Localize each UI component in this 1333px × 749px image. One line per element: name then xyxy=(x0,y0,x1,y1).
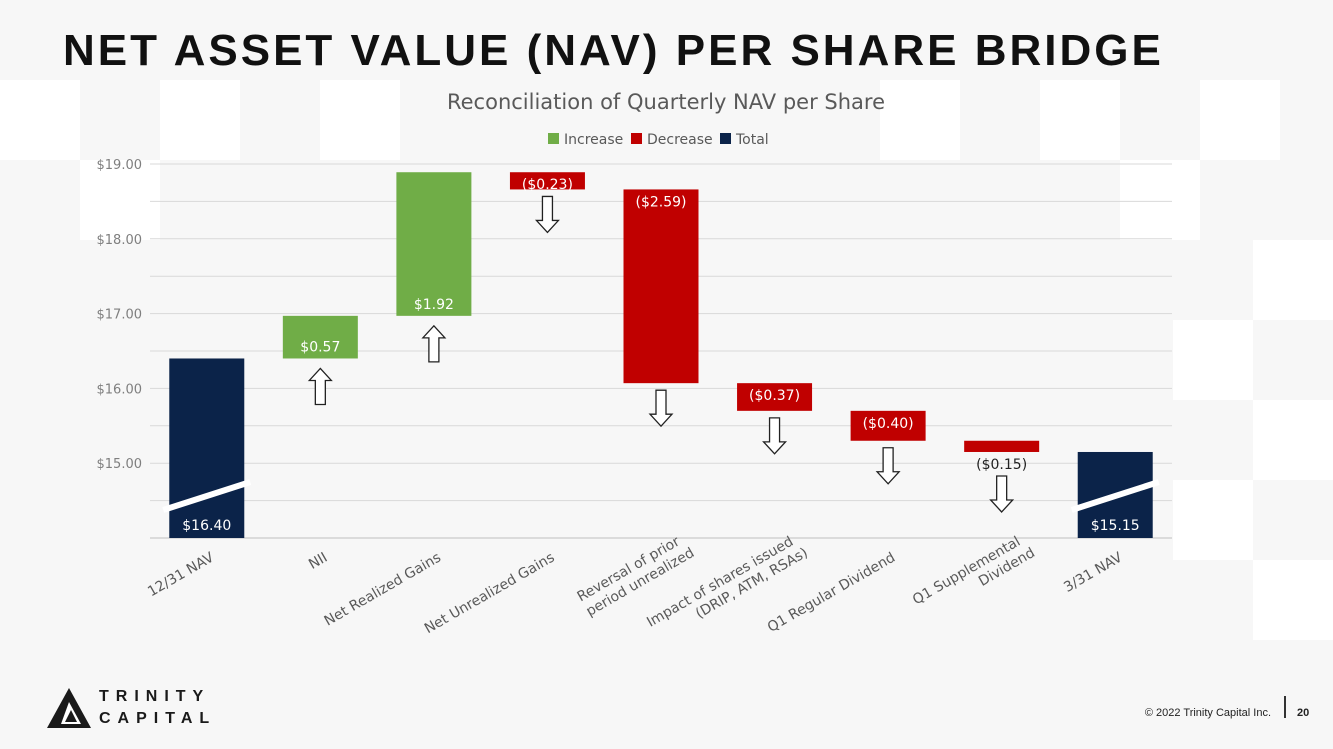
bar-4 xyxy=(509,172,585,190)
up-arrow-icon xyxy=(421,324,447,363)
x-category-label: Q1 SupplementalDividend xyxy=(910,530,1038,623)
y-tick-label: $18.00 xyxy=(97,233,143,248)
data-label-4: ($0.23) xyxy=(522,177,573,193)
axis-break-slash xyxy=(162,479,252,513)
legend-label-total: Total xyxy=(735,132,769,148)
down-arrow-icon xyxy=(534,195,560,234)
down-arrow-icon xyxy=(875,447,901,485)
bar-1 xyxy=(169,358,245,538)
legend-label-increase: Increase xyxy=(564,132,623,148)
data-label-9: $15.15 xyxy=(1091,518,1140,534)
x-category-label: 3/31 NAV xyxy=(1061,549,1125,595)
data-label-7: ($0.40) xyxy=(863,416,914,432)
logo-mark-icon xyxy=(47,688,91,728)
footer-divider xyxy=(1284,696,1286,718)
up-arrow-icon xyxy=(307,367,333,406)
y-tick-label: $16.00 xyxy=(97,382,143,397)
down-arrow-icon xyxy=(989,475,1015,513)
x-category-label: NII xyxy=(306,550,330,573)
bar-7 xyxy=(850,410,926,441)
legend-label-decrease: Decrease xyxy=(647,132,713,148)
data-label-1: $16.40 xyxy=(182,518,231,534)
bar-2 xyxy=(282,315,358,359)
bar-6 xyxy=(737,383,813,411)
logo-word-capital: CAPITAL xyxy=(99,710,217,727)
legend-swatch-total xyxy=(720,133,731,144)
y-tick-label: $17.00 xyxy=(97,308,143,323)
y-tick-label: $19.00 xyxy=(97,158,143,173)
down-arrow-icon xyxy=(762,417,788,455)
legend-swatch-decrease xyxy=(631,133,642,144)
chart-panel: Reconciliation of Quarterly NAV per Shar… xyxy=(25,80,1325,685)
slide-title: NET ASSET VALUE (NAV) PER SHARE BRIDGE xyxy=(63,26,1164,75)
copyright-text: © 2022 Trinity Capital Inc. xyxy=(1144,707,1271,719)
chart-title: Reconciliation of Quarterly NAV per Shar… xyxy=(447,90,885,114)
data-label-2: $0.57 xyxy=(300,339,340,355)
legend-swatch-increase xyxy=(548,133,559,144)
x-category-label: Net Realized Gains xyxy=(322,550,444,630)
data-label-8: ($0.15) xyxy=(976,457,1027,473)
axis-break-slash xyxy=(1070,479,1160,513)
down-arrow-icon xyxy=(648,389,674,428)
bar-3 xyxy=(396,172,472,316)
bar-5 xyxy=(623,189,699,384)
x-category-label: 12/31 NAV xyxy=(145,549,217,600)
y-tick-label: $15.00 xyxy=(97,457,143,472)
data-label-3: $1.92 xyxy=(414,297,454,313)
page-number: 20 xyxy=(1297,707,1310,719)
data-label-5: ($2.59) xyxy=(635,194,686,210)
logo-word-trinity: TRINITY xyxy=(99,688,211,705)
data-label-6: ($0.37) xyxy=(749,388,800,404)
bar-8 xyxy=(964,440,1040,452)
company-logo: TRINITY CAPITAL xyxy=(47,688,217,730)
waterfall-chart: Reconciliation of Quarterly NAV per Shar… xyxy=(97,90,1172,637)
